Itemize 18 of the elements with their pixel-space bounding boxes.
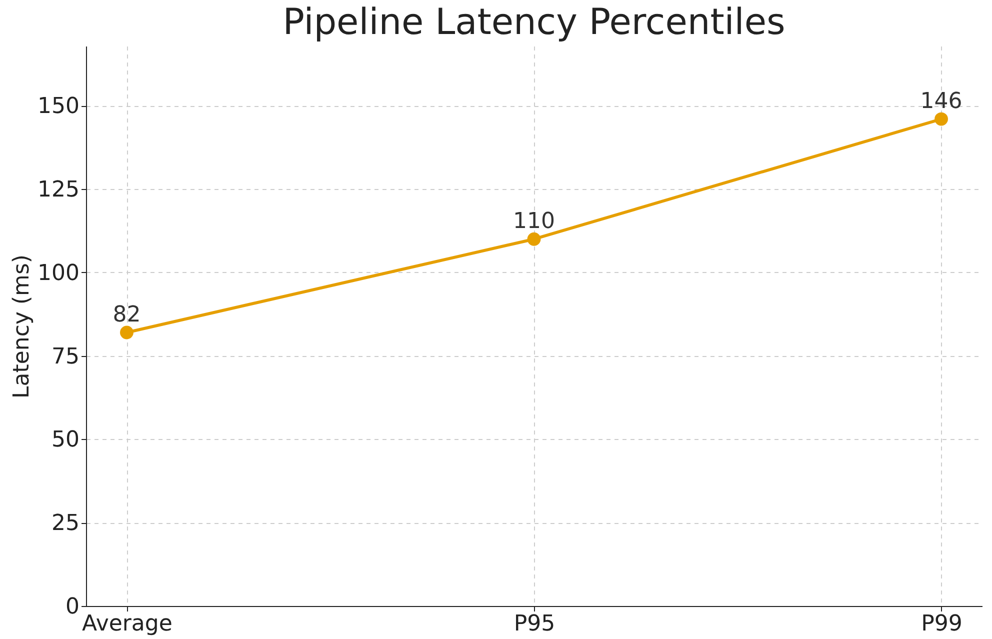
y-tick-label: 0 [66, 594, 80, 620]
y-tick-label: 50 [52, 428, 80, 453]
x-tick-label: P95 [514, 612, 556, 636]
chart-title: Pipeline Latency Percentiles [282, 2, 786, 43]
data-label: 110 [513, 209, 555, 234]
point [934, 112, 948, 126]
y-tick-label: 125 [38, 178, 80, 203]
point [527, 232, 541, 246]
y-tick-label: 100 [38, 260, 80, 286]
x-tick-label: Average [82, 612, 172, 636]
data-label: 82 [112, 302, 141, 328]
data-label: 146 [920, 89, 962, 114]
point [120, 326, 134, 340]
y-tick-label: 75 [52, 344, 80, 370]
y-axis-title: Latency (ms) [10, 254, 35, 399]
y-tick-label: 25 [52, 511, 80, 536]
x-tick-label: P99 [921, 612, 962, 636]
y-tick-label: 150 [38, 94, 80, 120]
